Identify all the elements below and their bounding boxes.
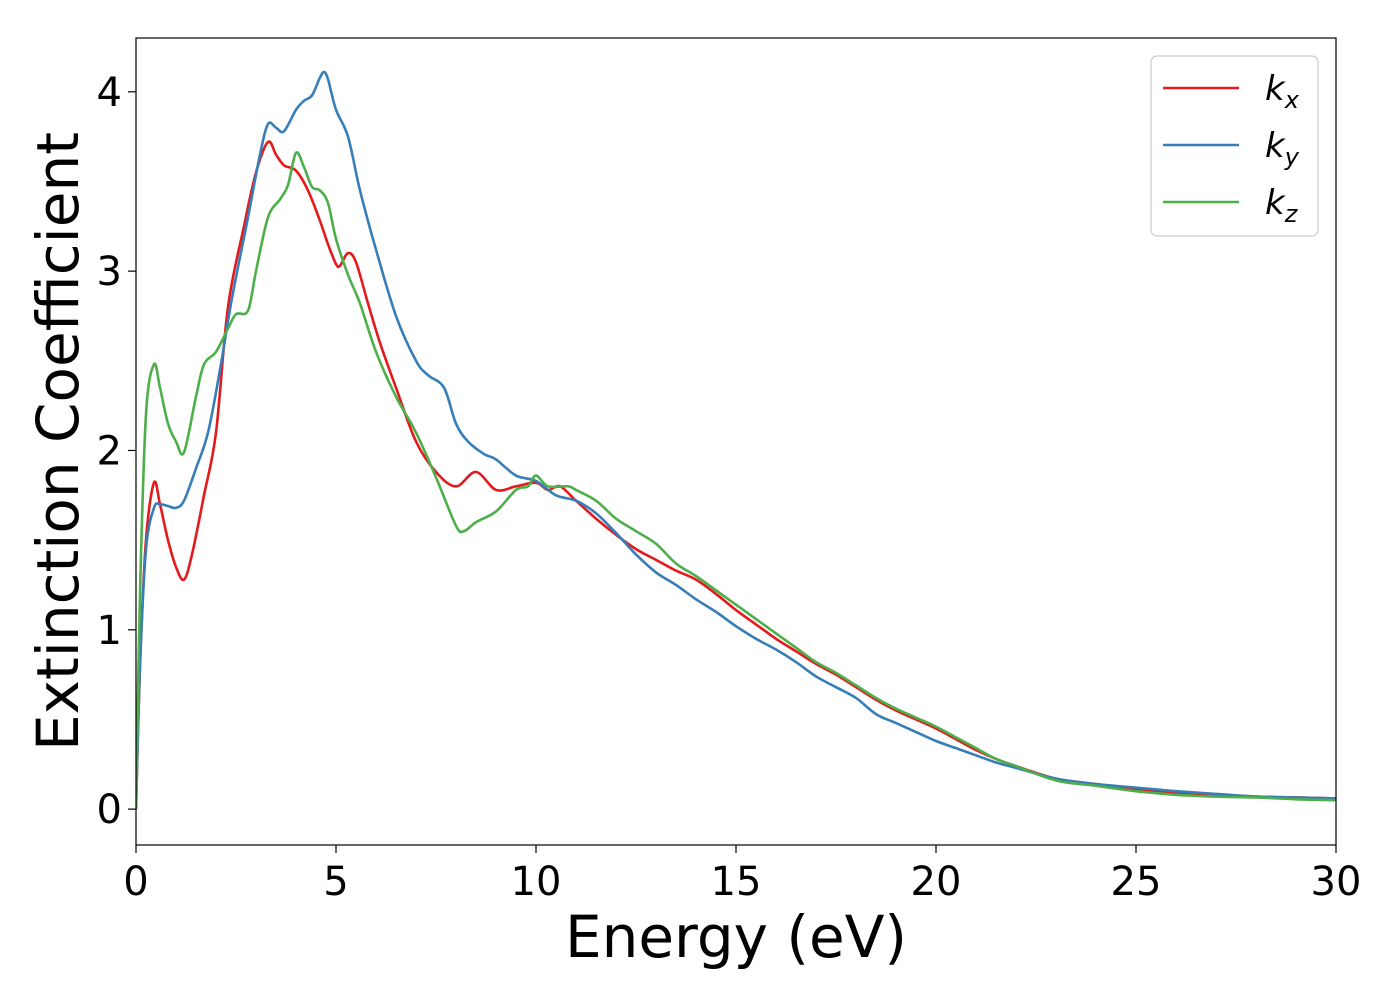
legend-label-kx: kx (1265, 69, 1300, 114)
legend-label-base: k (1265, 183, 1286, 223)
legend-label-base: k (1265, 126, 1286, 166)
x-axis: 0 5 10 15 20 25 30 (123, 845, 1361, 905)
x-axis-title: Energy (eV) (565, 903, 907, 971)
y-tick-label: 0 (97, 787, 122, 833)
legend-label-base: k (1265, 69, 1286, 109)
y-tick-label: 3 (97, 249, 122, 295)
series-layer (136, 70, 1336, 810)
y-tick-label: 4 (97, 70, 122, 116)
legend-label-ky: ky (1265, 126, 1300, 171)
x-tick-label: 30 (1311, 859, 1362, 905)
y-axis-title: Extinction Coefficient (24, 132, 92, 751)
series-line-kz (136, 150, 1336, 810)
x-tick-label: 20 (911, 859, 962, 905)
y-axis: 0 1 2 3 4 (97, 70, 136, 833)
x-tick-label: 10 (511, 859, 562, 905)
series-line-kx (136, 140, 1336, 810)
legend-label-kz: kz (1265, 183, 1299, 228)
x-tick-label: 25 (1111, 859, 1162, 905)
series-line-ky (136, 70, 1336, 810)
x-tick-label: 5 (323, 859, 348, 905)
y-tick-label: 2 (97, 428, 122, 474)
y-tick-label: 1 (97, 608, 122, 654)
legend-label-sub: x (1284, 86, 1300, 114)
legend-label-sub: y (1284, 143, 1300, 171)
x-tick-label: 15 (711, 859, 762, 905)
legend-label-sub: z (1284, 200, 1299, 228)
x-tick-label: 0 (123, 859, 148, 905)
